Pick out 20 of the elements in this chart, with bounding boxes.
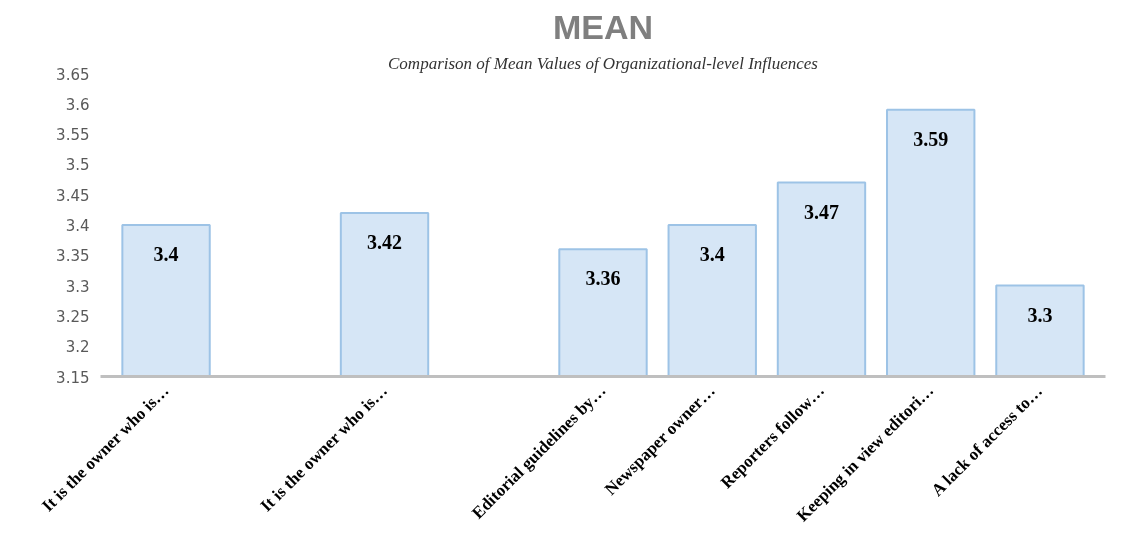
data-label: 3.59 — [913, 127, 949, 150]
chart-title: MEAN — [552, 7, 654, 46]
y-tick-label: 3.6 — [65, 95, 90, 114]
y-tick-label: 3.65 — [56, 65, 90, 84]
data-label: 3.4 — [699, 243, 725, 265]
data-label: 3.47 — [803, 200, 839, 223]
data-label: 3.42 — [367, 230, 403, 253]
y-tick-label: 3.4 — [65, 217, 90, 235]
y-tick-label: 3.55 — [56, 126, 90, 145]
data-label: 3.4 — [153, 243, 179, 265]
y-tick-label: 3.5 — [65, 156, 90, 175]
y-tick-label: 3.15 — [56, 368, 90, 387]
text: Comparison of Mean Values of Organizational-level Influences — [388, 53, 819, 73]
y-tick-label: 3.2 — [65, 338, 90, 357]
y-tick-label: 3.3 — [65, 277, 90, 296]
data-label: 3.36 — [585, 267, 621, 290]
y-tick-label: 3.45 — [56, 186, 90, 205]
y-tick-label: 3.25 — [56, 307, 90, 326]
y-tick-label: 3.35 — [56, 247, 90, 266]
data-label: 3.3 — [1027, 303, 1053, 326]
